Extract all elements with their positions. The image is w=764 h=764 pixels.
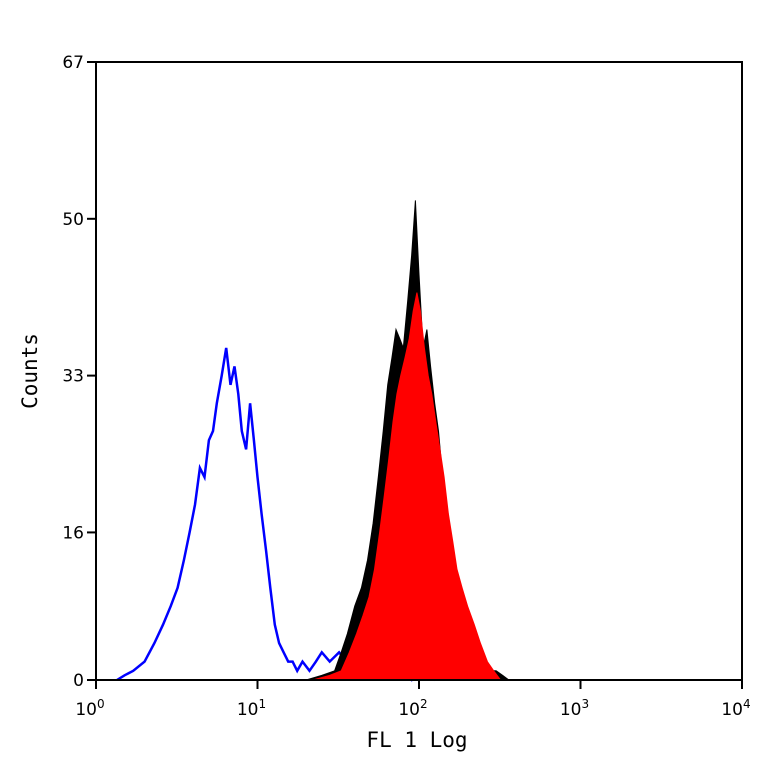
x-tick-label: 100 bbox=[75, 697, 104, 720]
y-tick-label: 0 bbox=[73, 671, 84, 691]
series-layer bbox=[116, 200, 511, 682]
series-3-filled bbox=[312, 292, 502, 681]
y-tick-label: 16 bbox=[62, 523, 84, 543]
y-axis-title: Counts bbox=[18, 333, 42, 409]
x-tick-label: 102 bbox=[398, 697, 427, 720]
y-tick-label: 50 bbox=[62, 210, 84, 230]
y-tick-label: 67 bbox=[62, 53, 84, 73]
x-tick-label: 103 bbox=[560, 697, 589, 720]
x-axis-title: FL 1 Log bbox=[366, 728, 467, 752]
tick-layer: 0 16 33 50 67 100 101 102 103 104 bbox=[62, 53, 750, 720]
x-tick-label: 104 bbox=[721, 697, 750, 720]
y-tick-label: 33 bbox=[62, 367, 84, 387]
x-tick-label: 101 bbox=[237, 697, 266, 720]
